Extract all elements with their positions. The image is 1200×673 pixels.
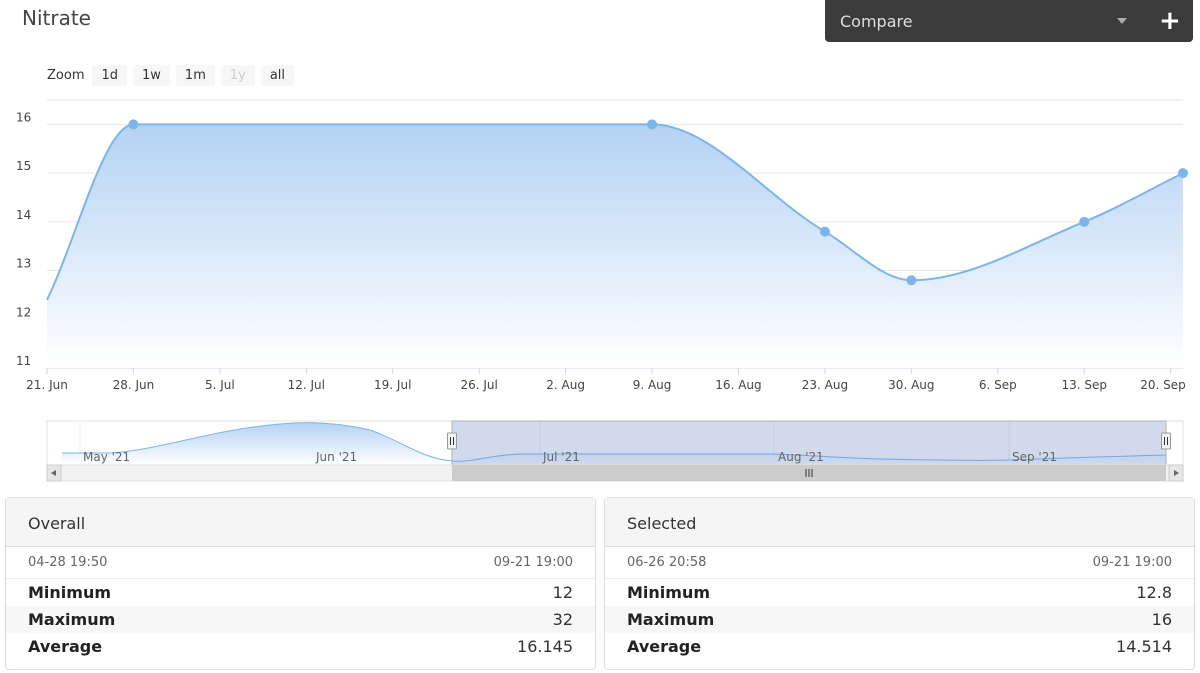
data-point[interactable] [647, 119, 658, 130]
x-tick-label: 12. Jul [288, 378, 325, 392]
stat-value: 14.514 [1116, 637, 1172, 656]
navigator-left-handle[interactable] [447, 432, 457, 450]
x-tick-label: 2. Aug [546, 378, 585, 392]
arrow-left-icon [51, 470, 56, 476]
y-tick-label: 11 [16, 354, 31, 368]
x-tick-label: 30. Aug [888, 378, 934, 392]
data-point[interactable] [128, 119, 139, 130]
overall-start: 04-28 19:50 [28, 555, 108, 570]
overall-title: Overall [28, 514, 86, 533]
navigator-series-line [62, 422, 1167, 462]
navigator-label: Jul '21 [542, 450, 580, 464]
zoom-all-button[interactable]: all [260, 64, 295, 86]
x-tick-label: 19. Jul [374, 378, 411, 392]
stat-row: Maximum 32 [6, 606, 595, 633]
y-tick-label: 16 [16, 110, 31, 124]
overall-range: 04-28 19:50 09-21 19:00 [6, 547, 595, 579]
stat-value: 16 [1151, 610, 1172, 629]
y-tick-label: 14 [16, 208, 31, 222]
data-point[interactable] [819, 226, 830, 237]
selected-panel: Selected 06-26 20:58 09-21 19:00 Minimum… [604, 497, 1195, 670]
navigator[interactable]: May '21 Jun '21 Jul '21 Aug '21 Sep '21 [46, 420, 1184, 466]
selected-title: Selected [627, 514, 697, 533]
compare-label: Compare [840, 12, 913, 31]
zoom-1y-button[interactable]: 1y [220, 64, 255, 86]
navigator-label: Sep '21 [1012, 450, 1057, 464]
navigator-right-handle[interactable] [1161, 432, 1171, 450]
zoom-1m-button[interactable]: 1m [175, 64, 215, 86]
stat-label: Average [627, 637, 702, 656]
stat-label: Minimum [28, 583, 112, 602]
nitrate-chart: 11 12 13 14 15 16 21. Jun 28. Jun 5. Jul 12. Jul… [16, 99, 1188, 482]
stat-row: Minimum 12.8 [605, 579, 1194, 606]
zoom-1d-button[interactable]: 1d [92, 64, 128, 86]
x-tick-label: 28. Jun [113, 378, 155, 392]
compare-dropdown[interactable]: Compare + [825, 0, 1193, 42]
selected-header: Selected [605, 498, 1194, 547]
page-title: Nitrate [22, 6, 91, 30]
data-point[interactable] [1178, 168, 1188, 179]
x-tick-label: 6. Sep [979, 378, 1017, 392]
selected-start: 06-26 20:58 [627, 555, 707, 570]
navigator-label: Jun '21 [315, 450, 357, 464]
stat-label: Maximum [28, 610, 116, 629]
data-point[interactable] [1079, 216, 1090, 227]
stat-value: 32 [552, 610, 573, 629]
x-tick-label: 23. Aug [802, 378, 848, 392]
selected-end: 09-21 19:00 [1092, 555, 1172, 570]
selected-range: 06-26 20:58 09-21 19:00 [605, 547, 1194, 579]
zoom-1w-button[interactable]: 1w [133, 64, 170, 86]
stat-value: 12.8 [1136, 583, 1172, 602]
zoom-bar: Zoom 1d 1w 1m 1y all [47, 63, 295, 87]
overall-panel: Overall 04-28 19:50 09-21 19:00 Minimum 1… [5, 497, 596, 670]
x-tick-label: 20. Sep [1140, 378, 1186, 392]
stat-label: Minimum [627, 583, 711, 602]
x-tick-label: 26. Jul [460, 378, 497, 392]
stat-row: Average 16.145 [6, 633, 595, 660]
x-tick-label: 9. Aug [633, 378, 672, 392]
arrow-right-icon [1174, 470, 1179, 476]
x-tick-label: 21. Jun [26, 378, 68, 392]
y-tick-label: 12 [16, 305, 31, 319]
stat-label: Maximum [627, 610, 715, 629]
stat-row: Maximum 16 [605, 606, 1194, 633]
x-tick-label: 16. Aug [715, 378, 761, 392]
series-area [47, 124, 1183, 368]
x-tick-label: 5. Jul [205, 378, 235, 392]
zoom-label: Zoom [47, 67, 85, 83]
navigator-area [62, 422, 1166, 465]
stat-value: 16.145 [517, 637, 573, 656]
navigator-label: Aug '21 [778, 450, 824, 464]
data-point[interactable] [906, 275, 917, 286]
y-tick-label: 15 [16, 159, 31, 173]
overall-end: 09-21 19:00 [493, 555, 573, 570]
scrollbar[interactable] [46, 464, 1184, 482]
caret-down-icon[interactable] [1117, 18, 1127, 24]
y-tick-label: 13 [16, 257, 31, 271]
navigator-label: May '21 [83, 450, 130, 464]
stat-value: 12 [552, 583, 573, 602]
add-icon[interactable]: + [1159, 6, 1181, 36]
overall-header: Overall [6, 498, 595, 547]
stat-row: Average 14.514 [605, 633, 1194, 660]
stat-row: Minimum 12 [6, 579, 595, 606]
x-tick-label: 13. Sep [1061, 378, 1107, 392]
stat-label: Average [28, 637, 103, 656]
